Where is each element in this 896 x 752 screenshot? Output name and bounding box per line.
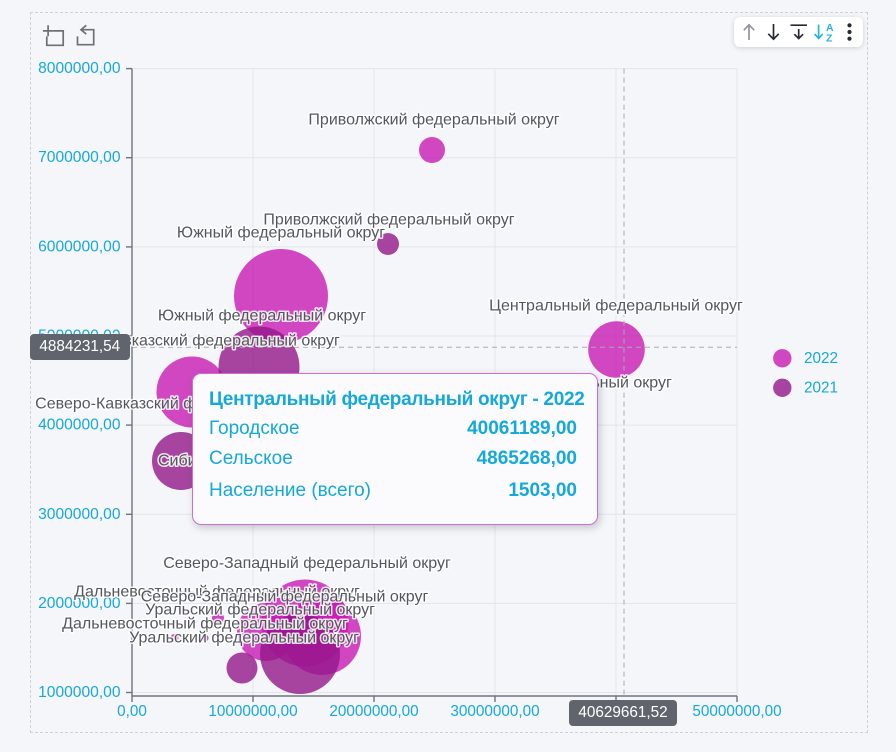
svg-text:6000000,00: 6000000,00 <box>38 238 121 255</box>
svg-text:2022: 2022 <box>804 350 838 367</box>
svg-text:Уральский федеральный округ: Уральский федеральный округ <box>145 602 375 619</box>
svg-text:Z: Z <box>826 33 833 45</box>
svg-text:0,00: 0,00 <box>117 703 147 720</box>
svg-text:20000000,00: 20000000,00 <box>329 703 418 720</box>
svg-text:Северо-Западный федеральный ок: Северо-Западный федеральный округ <box>163 555 451 572</box>
svg-text:Северо-Западный федеральный ок: Северо-Западный федеральный округ <box>141 589 429 606</box>
svg-text:Южный федеральный округ: Южный федеральный округ <box>158 308 366 325</box>
svg-text:Дальневосточный федеральный ок: Дальневосточный федеральный округ <box>62 616 348 633</box>
svg-text:Дальневосточный федеральный ок: Дальневосточный федеральный округ <box>74 584 360 601</box>
svg-text:2000000,00: 2000000,00 <box>38 595 121 612</box>
svg-text:4000000,00: 4000000,00 <box>38 417 121 434</box>
svg-text:1000000,00: 1000000,00 <box>38 684 121 701</box>
svg-text:Приволжский федеральный округ: Приволжский федеральный округ <box>263 212 514 229</box>
svg-text:30000000,00: 30000000,00 <box>450 703 539 720</box>
svg-text:8000000,00: 8000000,00 <box>38 60 121 77</box>
svg-text:7000000,00: 7000000,00 <box>38 149 121 166</box>
svg-text:Приволжский федеральный округ: Приволжский федеральный округ <box>308 112 559 129</box>
svg-text:3000000,00: 3000000,00 <box>38 506 121 523</box>
svg-text:50000000,00: 50000000,00 <box>692 703 781 720</box>
svg-text:2021: 2021 <box>804 379 838 396</box>
svg-text:Южный федеральный округ: Южный федеральный округ <box>177 225 385 242</box>
svg-text:Центральный федеральный округ: Центральный федеральный округ <box>489 298 743 315</box>
svg-text:A: A <box>826 22 834 34</box>
svg-text:Уральский федеральный округ: Уральский федеральный округ <box>129 630 359 647</box>
svg-text:10000000,00: 10000000,00 <box>208 703 297 720</box>
